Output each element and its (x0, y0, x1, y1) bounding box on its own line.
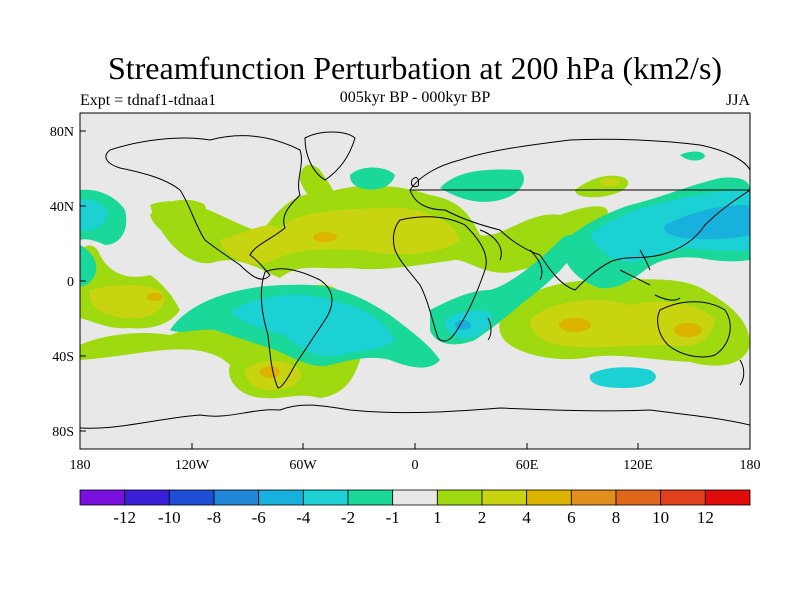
coast-south-america (260, 268, 333, 389)
contour-positive-north-pacific-core (90, 285, 164, 319)
colorbar-label: 10 (652, 508, 669, 527)
coast-arabia-india (479, 229, 543, 281)
contour-negative-arctic-small (680, 151, 705, 161)
contour-negative-southern-ocean (589, 367, 656, 388)
lon-tick-label: 60E (516, 458, 539, 473)
colorbar-label: 1 (433, 508, 442, 527)
contour-positive-north-pacific-max (147, 293, 163, 301)
contour-positive-siberia-core (600, 178, 620, 186)
colorbar-swatch (168, 489, 215, 506)
lat-tick-label: 80S (52, 425, 74, 440)
colorbar-label: -6 (252, 508, 266, 527)
colorbar-label: -4 (296, 508, 311, 527)
colorbar-swatch (570, 489, 617, 506)
contour-positive-argentina-max (260, 366, 280, 378)
contour-negative-africa-max (455, 320, 471, 330)
coast-uk (411, 177, 419, 188)
colorbar-swatch (660, 489, 706, 506)
coast-new-zealand (739, 359, 745, 386)
contour-negative-south-atlantic-core (230, 294, 395, 357)
colorbar-label: 8 (612, 508, 621, 527)
colorbar-label: -10 (158, 508, 181, 527)
colorbar-label: -8 (207, 508, 221, 527)
contour-positive-atlantic-core (220, 207, 460, 264)
coastlines (80, 131, 750, 429)
contour-positive-arctic-band (300, 164, 335, 205)
colorbar-swatch (526, 489, 572, 506)
contour-negative-north-pacific-core (80, 199, 108, 231)
lat-tick-label: 80N (50, 125, 74, 140)
lon-tick-label: 180 (70, 458, 91, 473)
colorbar-swatch (124, 489, 170, 506)
lat-tick-label: 0 (67, 275, 74, 290)
coast-antarctica (80, 404, 750, 429)
lon-tick-label: 120E (623, 458, 653, 473)
coast-eurasia (409, 138, 750, 291)
colorbar-label: 4 (522, 508, 531, 527)
contour-positive-indian-ocean-max (559, 318, 591, 332)
colorbar-label: -1 (386, 508, 400, 527)
lon-tick-label: 60W (289, 458, 317, 473)
colorbar-swatch (347, 489, 394, 506)
coast-australia (657, 301, 731, 358)
coast-greenland (304, 131, 356, 181)
lon-tick-label: 0 (412, 458, 419, 473)
colorbar-swatch (436, 489, 483, 506)
colorbar-swatch (213, 489, 260, 506)
lon-tick-label: 120W (175, 458, 210, 473)
colorbar-swatch (79, 489, 126, 506)
coast-africa (392, 216, 487, 342)
contour-positive-west-pacific (150, 199, 207, 236)
contour-negative-north-atlantic (440, 169, 524, 202)
coast-north-america (105, 135, 302, 280)
lon-axis: 180 120W 60W 0 60E 120E 180 (70, 443, 761, 473)
colorbar-label: -12 (113, 508, 136, 527)
lat-tick-label: 40N (50, 200, 74, 215)
colorbar-swatch (704, 489, 751, 506)
lat-axis: 80N 40N 0 40S 80S (50, 125, 86, 440)
experiment-label: Expt = tdnaf1-tdnaa1 (80, 92, 217, 109)
contour-negative-gulf (80, 245, 97, 287)
coast-se-asia (619, 249, 681, 301)
colorbar-swatch (258, 489, 304, 506)
map-panel (80, 113, 750, 449)
season-label: JJA (725, 92, 750, 109)
colorbar-swatch (302, 489, 349, 506)
lat-tick-label: 40S (52, 350, 74, 365)
contour-positive-atlantic-max (313, 232, 337, 242)
contour-positive-australia-max (674, 323, 702, 337)
map-title: Streamfunction Perturbation at 200 hPa (… (107, 50, 723, 86)
lon-tick-label: 180 (740, 458, 761, 473)
contour-positive-indian-ocean-core (530, 300, 715, 348)
colorbar: -12 -10 -8 -6 -4 -2 -1 1 2 4 6 8 10 12 (79, 489, 751, 527)
map-subtitle: 005kyr BP - 000kyr BP (339, 89, 491, 106)
colorbar-label: 2 (478, 508, 487, 527)
colorbar-swatch (615, 489, 662, 506)
coast-madagascar (487, 317, 492, 341)
colorbar-label: 12 (697, 508, 714, 527)
contour-negative-east-asia-max (664, 205, 750, 240)
colorbar-swatch (481, 489, 528, 506)
colorbar-label: 6 (567, 508, 576, 527)
contour-negative-arctic-europe (350, 167, 395, 190)
colorbar-label: -2 (341, 508, 355, 527)
colorbar-swatch (392, 489, 438, 506)
